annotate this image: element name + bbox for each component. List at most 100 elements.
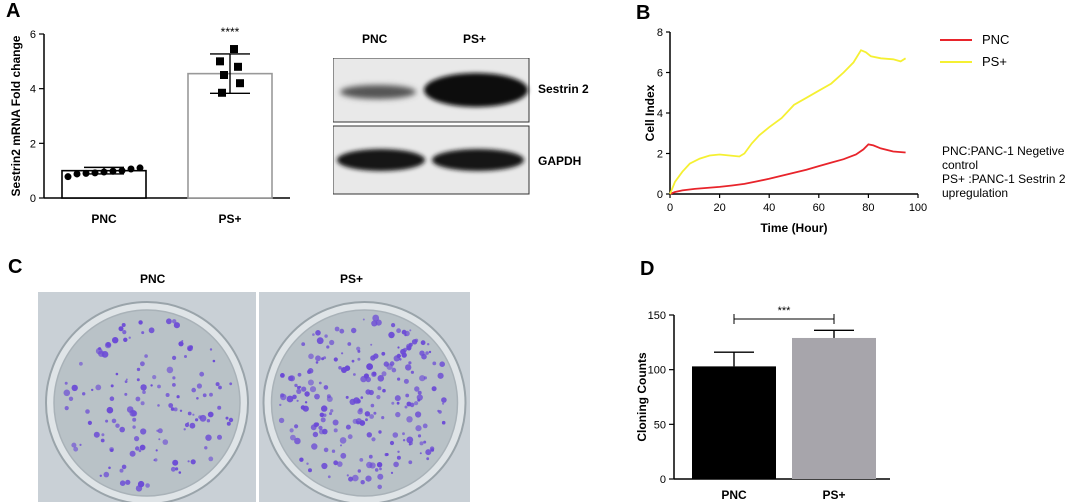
colony-dot <box>419 452 422 455</box>
colony-dot <box>369 414 374 419</box>
chart-d-cloning-counts: 0 50 100 150 Cloning Counts PNC PS+ *** <box>635 305 890 502</box>
colony-dot <box>172 459 179 466</box>
colony-dot <box>225 416 229 420</box>
colony-dot <box>402 439 406 442</box>
colony-dot <box>432 361 437 366</box>
colony-dot <box>417 390 422 395</box>
colony-dot <box>347 342 352 346</box>
colony-dot <box>131 410 138 417</box>
colony-dot <box>439 361 445 367</box>
chart-a-point <box>73 170 81 178</box>
colony-dot <box>319 429 325 435</box>
colony-dot <box>100 438 105 443</box>
colony-dot <box>397 346 400 349</box>
colony-dot <box>125 378 128 381</box>
band-sestrin-pnc <box>340 85 416 99</box>
colony-dot <box>294 437 301 445</box>
colony-dot <box>334 326 340 332</box>
colony-dot <box>365 418 368 422</box>
colony-dot <box>438 410 442 414</box>
colony-dot <box>426 457 430 461</box>
colony-dot <box>406 401 412 407</box>
colony-dot <box>187 460 190 463</box>
colony-dot <box>136 367 141 372</box>
colony-dot <box>176 395 180 399</box>
chart-a-ylabel: Sestrin2 mRNA Fold change <box>9 35 23 196</box>
panel-letter-a: A <box>6 0 21 22</box>
colony-dot <box>209 348 213 351</box>
colony-dot <box>196 383 202 389</box>
colony-dot <box>377 386 382 391</box>
colony-dot <box>392 432 399 438</box>
colony-dot <box>370 403 375 408</box>
chart-b-xtick-label: 40 <box>763 202 775 214</box>
colony-dot <box>170 466 176 472</box>
colony-dot <box>324 334 328 338</box>
colony-dot <box>109 396 115 401</box>
colony-dot <box>422 423 428 429</box>
colony-dot <box>323 413 327 417</box>
colony-dot <box>129 450 136 457</box>
colony-dot <box>299 457 304 462</box>
colony-dot <box>189 345 193 349</box>
chart-a-point <box>136 164 144 172</box>
colony-dot <box>381 416 385 420</box>
colony-dot <box>396 455 401 460</box>
colony-dot <box>166 366 174 374</box>
colony-dot <box>414 338 419 343</box>
chart-a-xtick-label: PNC <box>91 212 117 226</box>
colony-dot <box>118 326 124 332</box>
colony-dot <box>373 411 377 415</box>
colony-dot <box>402 432 405 436</box>
colony-dot <box>124 380 128 383</box>
western-lane-labels: PNC PS+ <box>330 30 540 50</box>
colony-dot <box>356 346 361 351</box>
colony-dot <box>428 350 432 354</box>
colony-dot <box>71 384 78 392</box>
colony-dot <box>340 444 342 447</box>
colony-dot <box>381 351 386 356</box>
colony-dot <box>369 462 376 469</box>
colony-dot <box>302 405 309 412</box>
colony-dot <box>368 454 373 459</box>
colony-dot <box>339 328 345 334</box>
colony-dot <box>323 447 329 453</box>
colony-dot <box>178 471 182 474</box>
colony-dot <box>297 372 302 377</box>
colony-dot <box>353 373 356 376</box>
colony-dot <box>360 375 367 383</box>
colony-dot <box>381 371 387 377</box>
colony-dot <box>296 388 302 394</box>
colony-dot <box>333 357 338 362</box>
colony-dot <box>358 407 363 412</box>
chart-b-ytick-label: 6 <box>657 68 663 80</box>
colony-dot <box>105 419 109 423</box>
colony-dot <box>321 405 328 412</box>
colony-dot <box>121 323 126 327</box>
colony-dot <box>377 484 382 490</box>
chart-a-ytick-label: 0 <box>30 193 36 205</box>
colony-dot <box>389 361 395 366</box>
colony-dot <box>419 375 426 382</box>
chart-b-series-psplus <box>669 49 907 195</box>
colony-dot <box>366 432 372 438</box>
chart-a-fold-change: Sestrin2 mRNA Fold change 0 2 4 6 PNC PS+ **** <box>9 25 290 226</box>
colony-dot <box>138 449 142 453</box>
colony-dot <box>155 449 158 452</box>
colony-dot <box>172 319 177 324</box>
colony-dot <box>405 364 412 371</box>
colony-dot <box>377 473 384 480</box>
colony-dot <box>301 386 307 392</box>
colony-dot <box>352 474 359 482</box>
colony-dot <box>104 341 112 349</box>
colony-dot <box>306 462 309 465</box>
colony-dot <box>329 339 335 346</box>
plate-well <box>53 309 241 497</box>
colony-dot <box>308 353 314 360</box>
colony-dot <box>396 401 400 405</box>
chart-b-xtick-label: 20 <box>713 202 725 214</box>
colony-dot <box>385 453 389 456</box>
colony-dot <box>140 401 145 406</box>
colony-dot <box>347 434 353 440</box>
colony-dot <box>103 471 110 478</box>
